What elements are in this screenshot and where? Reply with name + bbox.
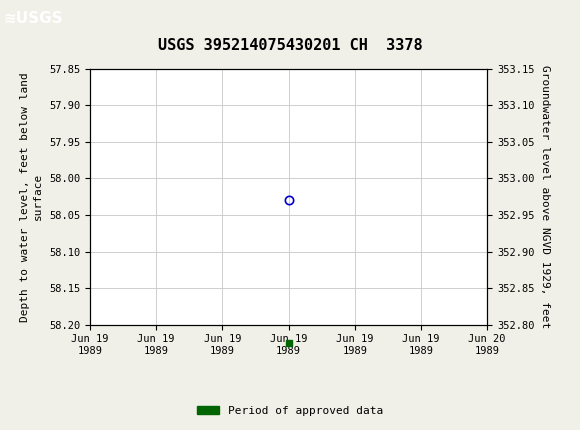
Text: ≋USGS: ≋USGS	[3, 11, 63, 26]
Legend: Period of approved data: Period of approved data	[193, 401, 387, 420]
Y-axis label: Groundwater level above NGVD 1929, feet: Groundwater level above NGVD 1929, feet	[540, 65, 550, 329]
Text: USGS 395214075430201 CH  3378: USGS 395214075430201 CH 3378	[158, 38, 422, 52]
Y-axis label: Depth to water level, feet below land
surface: Depth to water level, feet below land su…	[20, 72, 44, 322]
